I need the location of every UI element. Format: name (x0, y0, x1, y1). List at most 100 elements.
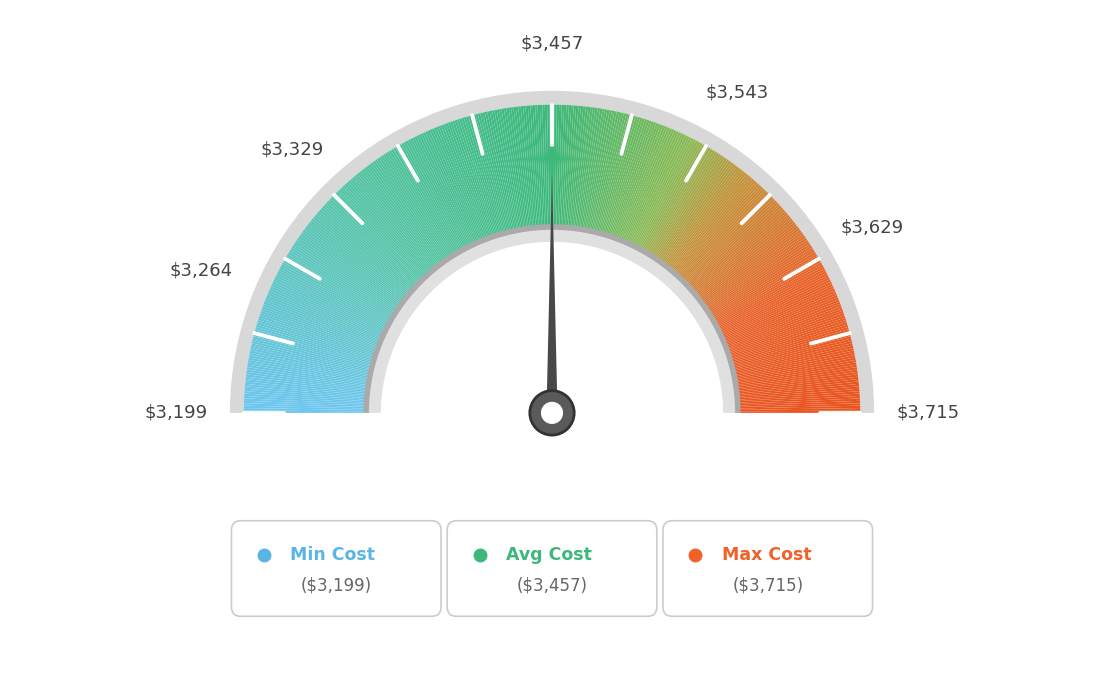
Wedge shape (548, 105, 551, 228)
Wedge shape (688, 204, 779, 288)
Wedge shape (308, 222, 406, 299)
Wedge shape (694, 217, 792, 296)
Wedge shape (246, 372, 369, 390)
Wedge shape (643, 144, 704, 253)
Wedge shape (339, 188, 425, 279)
Wedge shape (259, 313, 378, 355)
Wedge shape (367, 165, 442, 265)
Wedge shape (558, 105, 564, 228)
Wedge shape (720, 282, 832, 335)
Wedge shape (735, 369, 858, 388)
Wedge shape (365, 166, 440, 266)
Text: Min Cost: Min Cost (290, 546, 375, 564)
Wedge shape (315, 215, 411, 295)
Wedge shape (244, 398, 368, 406)
Wedge shape (358, 172, 436, 270)
Wedge shape (245, 386, 368, 398)
Wedge shape (575, 107, 593, 230)
Wedge shape (680, 190, 766, 280)
Wedge shape (244, 391, 368, 402)
Text: $3,457: $3,457 (520, 34, 584, 52)
Wedge shape (434, 127, 482, 242)
Wedge shape (736, 382, 859, 395)
Wedge shape (244, 396, 368, 404)
Wedge shape (736, 393, 860, 403)
Wedge shape (735, 367, 857, 387)
Wedge shape (509, 108, 528, 230)
Wedge shape (655, 157, 725, 260)
Wedge shape (659, 162, 733, 264)
Wedge shape (719, 279, 831, 334)
Wedge shape (272, 284, 384, 337)
Wedge shape (581, 108, 603, 230)
Wedge shape (676, 184, 760, 276)
Wedge shape (244, 406, 368, 410)
Wedge shape (376, 158, 448, 261)
Wedge shape (650, 151, 718, 257)
Wedge shape (637, 139, 697, 250)
Wedge shape (700, 228, 800, 303)
Wedge shape (316, 213, 412, 294)
Wedge shape (583, 109, 605, 230)
Wedge shape (295, 241, 399, 311)
Wedge shape (623, 128, 672, 243)
Wedge shape (677, 185, 762, 277)
Wedge shape (622, 127, 670, 242)
Wedge shape (245, 379, 368, 394)
Wedge shape (720, 284, 832, 337)
Wedge shape (287, 254, 393, 319)
Wedge shape (250, 351, 371, 377)
Wedge shape (257, 322, 375, 360)
Wedge shape (714, 264, 824, 325)
Wedge shape (254, 334, 373, 367)
Wedge shape (478, 113, 509, 233)
Wedge shape (329, 199, 420, 285)
Wedge shape (705, 239, 808, 310)
Wedge shape (651, 152, 719, 257)
Wedge shape (436, 126, 484, 242)
Wedge shape (683, 197, 773, 284)
Wedge shape (257, 320, 375, 359)
Wedge shape (538, 105, 544, 228)
Wedge shape (418, 134, 474, 246)
Wedge shape (737, 411, 860, 413)
Wedge shape (724, 299, 839, 346)
Wedge shape (641, 143, 702, 252)
Wedge shape (383, 154, 452, 258)
Wedge shape (689, 206, 782, 290)
Wedge shape (647, 149, 713, 255)
Wedge shape (270, 286, 383, 338)
Wedge shape (369, 164, 444, 264)
Wedge shape (279, 266, 390, 326)
Wedge shape (722, 290, 836, 341)
Wedge shape (735, 374, 858, 391)
Polygon shape (546, 172, 558, 413)
Wedge shape (391, 149, 457, 255)
Wedge shape (564, 106, 574, 228)
Wedge shape (698, 224, 797, 301)
Wedge shape (318, 211, 412, 293)
Wedge shape (310, 220, 407, 298)
Wedge shape (312, 217, 410, 296)
Wedge shape (506, 108, 526, 230)
Wedge shape (341, 186, 426, 278)
Wedge shape (273, 279, 385, 334)
Wedge shape (254, 332, 373, 366)
Wedge shape (635, 137, 692, 248)
Wedge shape (306, 226, 405, 302)
Wedge shape (275, 275, 386, 331)
Wedge shape (348, 180, 431, 274)
Wedge shape (266, 295, 381, 344)
Wedge shape (264, 302, 380, 348)
Wedge shape (736, 388, 859, 400)
Text: $3,715: $3,715 (896, 404, 959, 422)
Wedge shape (729, 320, 847, 359)
Wedge shape (713, 260, 821, 322)
Wedge shape (709, 250, 815, 316)
Wedge shape (703, 236, 806, 308)
Wedge shape (669, 174, 749, 270)
Wedge shape (432, 128, 481, 243)
Wedge shape (255, 327, 374, 363)
Wedge shape (618, 126, 666, 241)
Wedge shape (687, 202, 778, 287)
